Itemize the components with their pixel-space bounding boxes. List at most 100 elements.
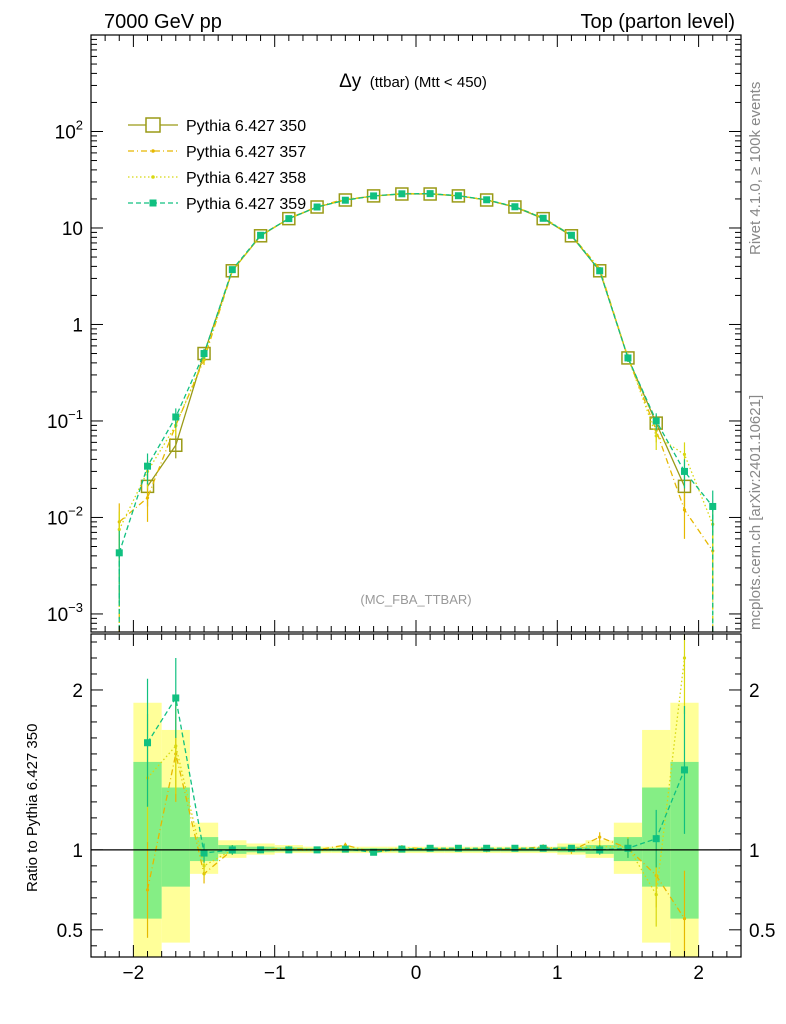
ratio-line bbox=[147, 657, 686, 897]
ratio-point bbox=[144, 739, 152, 747]
data-point bbox=[539, 214, 547, 222]
legend-marker bbox=[145, 117, 161, 133]
ratio-series-3 bbox=[145, 634, 687, 927]
ratio-point bbox=[426, 844, 434, 852]
series-line bbox=[146, 193, 686, 487]
ratio-y-tick-label-right: 0.5 bbox=[749, 921, 775, 942]
data-point bbox=[508, 200, 522, 214]
header-right: Top (parton level) bbox=[580, 11, 735, 33]
data-point bbox=[228, 266, 236, 274]
data-point bbox=[115, 549, 123, 557]
x-tick-label: 0 bbox=[411, 963, 422, 984]
series-1 bbox=[140, 187, 692, 507]
ratio-point bbox=[680, 766, 688, 774]
chart-title-main: Δy bbox=[339, 71, 362, 92]
ratio-line bbox=[146, 696, 686, 854]
data-point bbox=[564, 229, 579, 243]
series-2 bbox=[117, 191, 715, 632]
series-line bbox=[118, 192, 714, 552]
x-tick-label: −1 bbox=[264, 963, 286, 984]
data-point bbox=[682, 508, 687, 512]
legend-label: Pythia 6.427 350 bbox=[186, 118, 306, 135]
mcplots-label: mcplots.cern.ch [arXiv:2401.10621] bbox=[747, 395, 764, 630]
data-point bbox=[370, 192, 378, 200]
data-point bbox=[253, 229, 268, 243]
ratio-point bbox=[598, 835, 602, 839]
data-point bbox=[169, 438, 183, 453]
legend: Pythia 6.427 350 Pythia 6.427 357 Pythia 6… bbox=[128, 117, 306, 213]
ratio-series-4 bbox=[144, 657, 688, 868]
ratio-series-2 bbox=[145, 705, 687, 957]
data-point bbox=[483, 196, 491, 204]
legend-item: Pythia 6.427 358 bbox=[128, 170, 306, 187]
data-point bbox=[257, 231, 265, 239]
legend-marker bbox=[149, 199, 157, 207]
ratio-point bbox=[511, 844, 519, 852]
y-tick-label: 1 bbox=[72, 315, 83, 336]
ratio-point bbox=[174, 744, 178, 748]
data-point bbox=[479, 193, 494, 207]
ratio-point bbox=[682, 917, 687, 921]
data-point bbox=[454, 192, 462, 200]
data-point bbox=[398, 190, 406, 198]
ratio-uncertainty-bands bbox=[133, 702, 699, 957]
data-point bbox=[366, 189, 381, 203]
data-point bbox=[144, 462, 152, 470]
data-point bbox=[536, 211, 550, 226]
y-tick-label: 10−3 bbox=[47, 600, 83, 626]
ratio-point bbox=[682, 656, 687, 660]
legend-marker bbox=[151, 175, 155, 179]
x-tick-label: 1 bbox=[552, 963, 563, 984]
data-point bbox=[682, 452, 687, 457]
data-point bbox=[596, 267, 604, 275]
legend-label: Pythia 6.427 359 bbox=[186, 196, 306, 213]
data-point bbox=[282, 211, 296, 226]
data-point bbox=[225, 264, 240, 278]
axes-layer: 10−3 10−2 10−1 1 10 102 −2 −1 0 1 2 0.5 0.5 1 1 2 2 bbox=[47, 34, 775, 984]
data-point bbox=[341, 196, 349, 204]
y-tick-label: 10−2 bbox=[47, 503, 83, 529]
series-3 bbox=[117, 192, 715, 632]
data-point bbox=[654, 434, 658, 438]
data-point bbox=[621, 351, 635, 365]
ratio-point bbox=[567, 844, 575, 852]
ratio-point bbox=[145, 888, 150, 892]
ratio-y-label: Ratio to Pythia 6.427 350 bbox=[24, 724, 41, 892]
rivet-label: Rivet 4.1.0, ≥ 100k events bbox=[747, 82, 764, 255]
data-point bbox=[624, 354, 632, 362]
watermark: (MC_FBA_TTBAR) bbox=[360, 592, 471, 607]
ratio-point bbox=[539, 844, 547, 852]
legend-label: Pythia 6.427 358 bbox=[186, 170, 306, 187]
legend-item: Pythia 6.427 357 bbox=[128, 144, 306, 161]
y-tick-label: 10 bbox=[62, 219, 83, 240]
green-band bbox=[161, 787, 190, 887]
data-point bbox=[145, 496, 150, 500]
y-tick-label: 102 bbox=[55, 117, 83, 143]
ratio-y-tick-label-right: 2 bbox=[749, 681, 760, 702]
data-point bbox=[310, 200, 324, 214]
ratio-line bbox=[146, 753, 686, 919]
data-point bbox=[511, 203, 519, 211]
ratio-point bbox=[654, 893, 658, 897]
data-point bbox=[172, 413, 180, 421]
x-tick-label: 2 bbox=[693, 963, 704, 984]
data-point bbox=[338, 193, 353, 207]
ratio-point bbox=[341, 845, 349, 853]
data-point bbox=[567, 231, 575, 239]
data-point bbox=[285, 215, 293, 223]
data-point bbox=[709, 502, 717, 510]
legend-item: Pythia 6.427 350 bbox=[128, 117, 306, 135]
ratio-y-tick-label: 2 bbox=[72, 681, 83, 702]
data-point bbox=[117, 527, 121, 532]
ratio-point bbox=[200, 849, 208, 857]
legend-marker bbox=[151, 149, 155, 153]
data-point bbox=[426, 190, 434, 198]
data-point bbox=[592, 264, 607, 278]
ratio-point bbox=[202, 864, 206, 868]
series-line bbox=[118, 192, 714, 530]
ratio-y-tick-label: 1 bbox=[72, 841, 83, 862]
series-4 bbox=[115, 190, 717, 632]
data-point bbox=[200, 350, 208, 358]
ratio-point bbox=[454, 844, 462, 852]
